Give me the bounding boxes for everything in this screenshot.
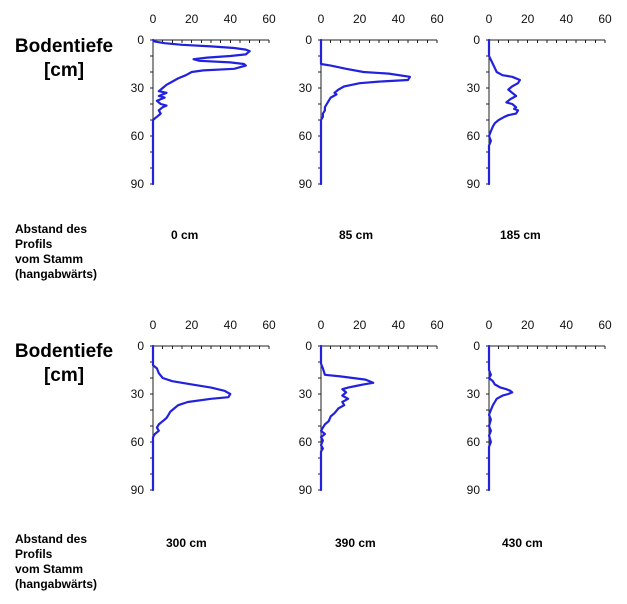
x-tick-label: 60	[598, 318, 612, 332]
x-tick-label: 60	[262, 12, 276, 26]
profile-panel-2: 0 20 40 60 0 30 60 90	[467, 12, 612, 191]
profile-panel-5: 0 20 40 60 0 30 60 90	[467, 318, 612, 497]
caption-line: (hangabwärts)	[15, 577, 98, 591]
y-tick-label: 30	[299, 387, 313, 401]
y-tick-label: 60	[299, 435, 313, 449]
x-tick-label: 40	[560, 12, 574, 26]
profile-line-5	[487, 344, 514, 492]
y-tick-label: 30	[299, 81, 313, 95]
y-axis-label-line: Bodentiefe	[14, 36, 114, 57]
profile-panel-0: 0 20 40 60 0 30 60 90	[131, 12, 276, 191]
y-tick-label: 30	[467, 387, 481, 401]
profile-panel-4: 0 20 40 60 0 30 60 90	[299, 318, 444, 497]
caption-line: vom Stamm	[15, 562, 84, 576]
x-tick-label: 40	[224, 12, 238, 26]
y-axis-label-top: Bodentiefe [cm]	[8, 35, 120, 83]
x-tick-label: 60	[430, 12, 444, 26]
caption-line: Abstand des	[15, 222, 88, 236]
y-tick-label: 30	[131, 81, 145, 95]
x-tick-label: 40	[392, 12, 406, 26]
y-tick-label: 60	[131, 435, 145, 449]
x-tick-label: 20	[185, 12, 199, 26]
caption-line: Profils	[15, 237, 53, 251]
y-tick-label: 0	[473, 339, 480, 353]
x-tick-label: 0	[150, 318, 157, 332]
x-tick-label: 20	[521, 318, 535, 332]
x-tick-label: 60	[262, 318, 276, 332]
profile-line-0	[151, 38, 251, 186]
y-axis-label-bottom: Bodentiefe [cm]	[8, 340, 120, 388]
x-tick-label: 0	[318, 12, 325, 26]
x-tick-label: 20	[353, 318, 367, 332]
y-tick-label: 60	[467, 435, 481, 449]
profile-panel-3: 0 20 40 60 0 30 60 90	[131, 318, 276, 497]
y-tick-label: 0	[137, 33, 144, 47]
caption-line: Profils	[15, 547, 53, 561]
distance-label-2: 185 cm	[500, 228, 541, 242]
y-axis-label-line: Bodentiefe	[14, 341, 114, 362]
profile-panel-1: 0 20 40 60 0 30 60 90	[299, 12, 444, 191]
x-tick-label: 40	[560, 318, 574, 332]
y-tick-label: 30	[467, 81, 481, 95]
y-tick-label: 30	[131, 387, 145, 401]
distance-label-1: 85 cm	[339, 228, 374, 242]
y-axis-label-line: [cm]	[43, 365, 85, 386]
y-tick-label: 90	[299, 177, 313, 191]
distance-caption-bottom: Abstand des Profils vom Stamm (hangabwär…	[15, 532, 145, 592]
x-tick-label: 20	[353, 12, 367, 26]
y-tick-label: 60	[299, 129, 313, 143]
y-axis-label-line: [cm]	[43, 60, 85, 81]
x-tick-label: 40	[224, 318, 238, 332]
y-tick-label: 90	[467, 483, 481, 497]
profile-line-1	[319, 38, 411, 186]
x-tick-label: 60	[598, 12, 612, 26]
x-tick-label: 40	[392, 318, 406, 332]
y-tick-label: 60	[467, 129, 481, 143]
distance-label-3: 300 cm	[166, 536, 207, 550]
x-tick-label: 0	[486, 318, 493, 332]
y-tick-label: 90	[467, 177, 481, 191]
y-tick-label: 0	[305, 339, 312, 353]
caption-line: vom Stamm	[15, 252, 84, 266]
y-tick-label: 0	[305, 33, 312, 47]
x-tick-label: 60	[430, 318, 444, 332]
x-tick-label: 20	[185, 318, 199, 332]
distance-label-4: 390 cm	[335, 536, 376, 550]
x-tick-label: 0	[150, 12, 157, 26]
x-tick-label: 0	[318, 318, 325, 332]
y-tick-label: 60	[131, 129, 145, 143]
profile-line-4	[319, 344, 375, 492]
y-tick-label: 90	[299, 483, 313, 497]
x-tick-label: 20	[521, 12, 535, 26]
y-tick-label: 0	[137, 339, 144, 353]
y-tick-label: 0	[473, 33, 480, 47]
x-tick-label: 0	[486, 12, 493, 26]
caption-line: Abstand des	[15, 532, 88, 546]
y-tick-label: 90	[131, 483, 145, 497]
distance-caption-top: Abstand des Profils vom Stamm (hangabwär…	[15, 222, 145, 282]
distance-label-0: 0 cm	[171, 228, 199, 242]
profile-line-2	[487, 38, 521, 186]
profile-line-3	[151, 344, 232, 492]
caption-line: (hangabwärts)	[15, 267, 98, 281]
distance-label-5: 430 cm	[502, 536, 543, 550]
y-tick-label: 90	[131, 177, 145, 191]
